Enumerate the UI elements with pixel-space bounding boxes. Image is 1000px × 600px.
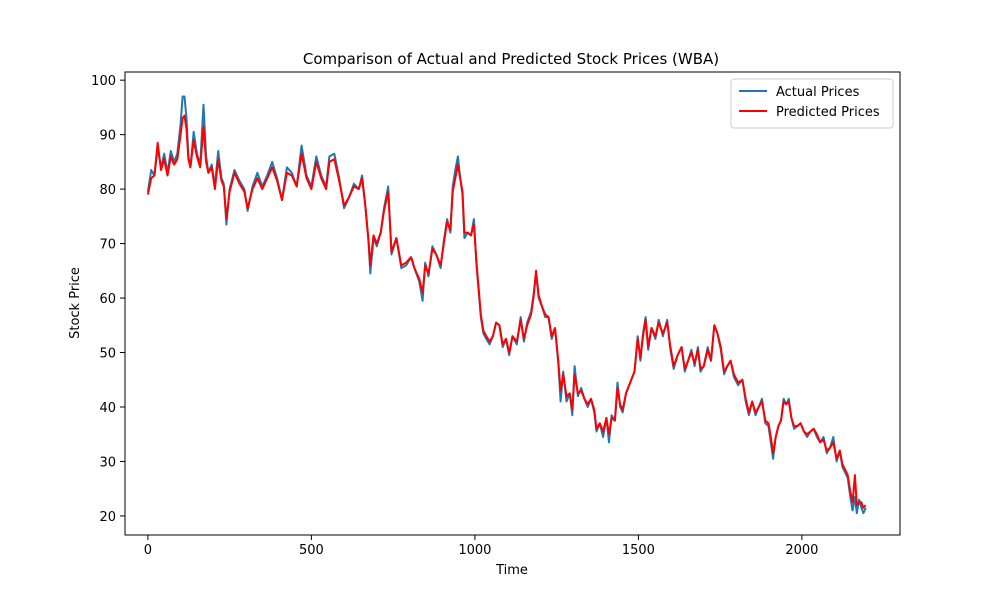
x-tick-label: 1000 <box>458 543 491 558</box>
legend: Actual Prices Predicted Prices <box>730 78 894 129</box>
y-axis-label: Stock Price <box>68 267 83 339</box>
x-tick-label: 500 <box>299 543 324 558</box>
x-tick-label: 0 <box>144 543 152 558</box>
legend-label-predicted: Predicted Prices <box>776 105 880 120</box>
legend-box <box>730 78 894 129</box>
y-tick-label: 20 <box>99 510 116 525</box>
x-tick-label: 2000 <box>785 543 818 558</box>
y-tick-label: 60 <box>99 292 116 307</box>
series-layer <box>146 95 867 515</box>
x-axis-label: Time <box>495 563 528 578</box>
y-tick-label: 90 <box>99 129 116 144</box>
plot-frame <box>124 71 901 536</box>
y-tick-label: 80 <box>99 183 116 198</box>
y-tick-label: 30 <box>99 455 116 470</box>
y-tick-label: 40 <box>99 401 116 416</box>
y-tick-label: 50 <box>99 347 116 362</box>
legend-label-actual: Actual Prices <box>776 85 860 100</box>
y-axis: 20 30 40 50 60 70 80 90 100 <box>91 74 125 525</box>
y-tick-label: 70 <box>99 238 116 253</box>
y-tick-label: 100 <box>91 74 116 89</box>
series-line-predicted <box>146 114 867 509</box>
x-tick-label: 1500 <box>622 543 655 558</box>
plot-area <box>124 71 901 536</box>
x-axis: 0 500 1000 1500 2000 <box>144 535 818 558</box>
chart-title: Comparison of Actual and Predicted Stock… <box>303 50 719 68</box>
